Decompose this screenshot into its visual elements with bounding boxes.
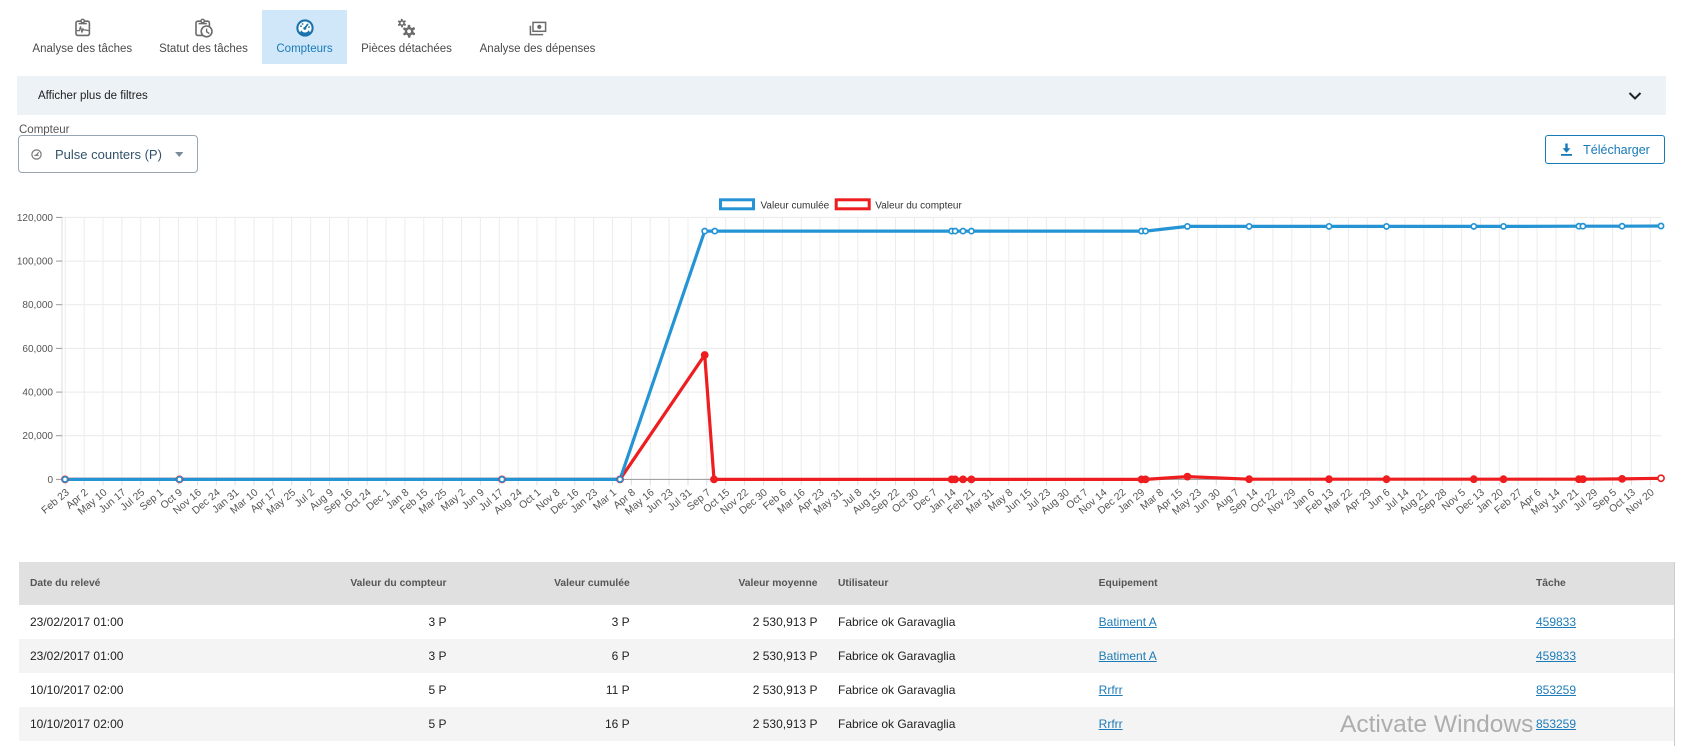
svg-text:80,000: 80,000: [22, 300, 53, 311]
svg-text:0: 0: [47, 475, 53, 486]
svg-text:100,000: 100,000: [17, 257, 54, 268]
svg-text:60,000: 60,000: [22, 344, 53, 355]
svg-text:Valeur cumulée: Valeur cumulée: [761, 200, 830, 211]
svg-text:40,000: 40,000: [22, 388, 53, 399]
svg-text:Valeur du compteur: Valeur du compteur: [875, 200, 962, 211]
svg-text:120,000: 120,000: [17, 213, 54, 224]
svg-text:20,000: 20,000: [22, 431, 53, 442]
